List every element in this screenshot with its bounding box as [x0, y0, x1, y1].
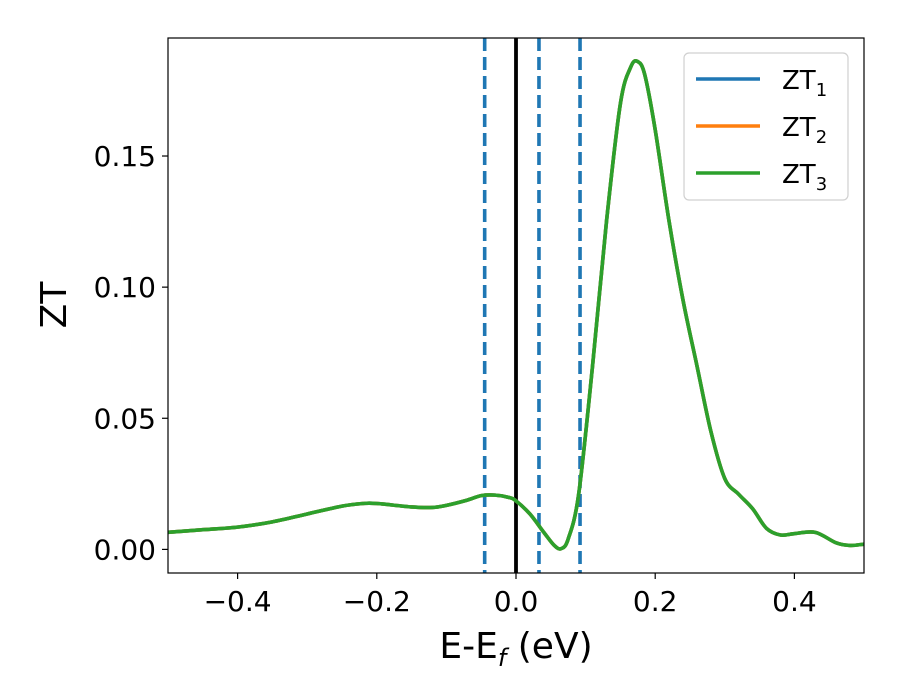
x-tick-label-4: 0.2	[633, 585, 678, 618]
x-axis-label-unit: (eV)	[506, 626, 592, 667]
x-tick-label-2: −0.2	[343, 585, 411, 618]
legend-box	[683, 52, 849, 201]
y-tick-label-3: 0.10	[94, 271, 156, 304]
y-axis-label: ZT	[34, 281, 75, 329]
x-axis-label: E-Ef (eV)	[439, 626, 592, 672]
legend: ZT1 ZT2 ZT3	[683, 52, 849, 201]
legend-label-zt2: ZT2	[782, 113, 827, 148]
series-layer	[168, 59, 864, 551]
legend-label-zt3: ZT3	[782, 160, 827, 195]
y-tick-label-2: 0.05	[94, 402, 156, 435]
x-tick-label-5: 0.4	[772, 585, 817, 618]
legend-label-zt1: ZT1	[782, 66, 827, 101]
x-tick-label-3: 0.0	[494, 585, 539, 618]
x-axis-ticks: −0.4 −0.2 0.0 0.2 0.4	[204, 573, 817, 618]
x-axis-label-main: E-E	[439, 626, 497, 667]
y-tick-label-1: 0.00	[94, 533, 156, 566]
y-axis-ticks: 0.00 0.05 0.10 0.15	[94, 140, 168, 566]
series-line-zt3	[168, 59, 864, 551]
x-tick-label-1: −0.4	[204, 585, 272, 618]
y-tick-label-4: 0.15	[94, 140, 156, 173]
